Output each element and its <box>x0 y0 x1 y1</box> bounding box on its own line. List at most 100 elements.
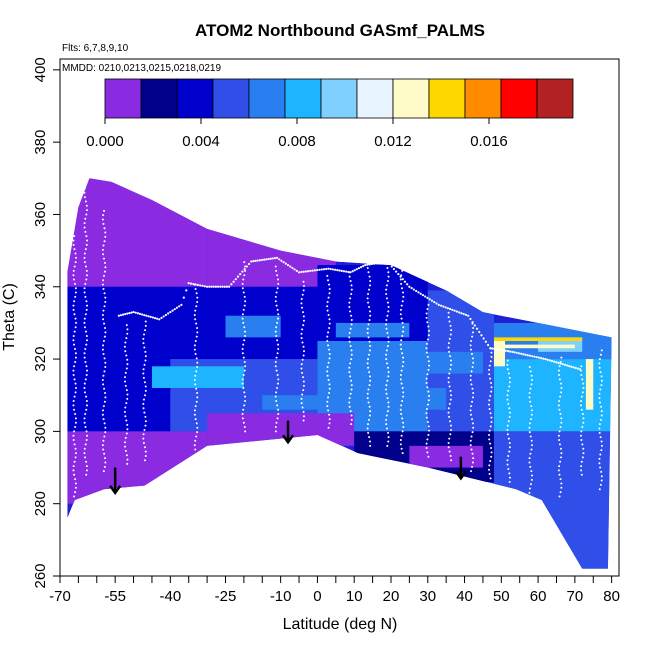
trace-point <box>156 317 159 320</box>
heatmap-cell <box>207 228 336 287</box>
profile-point <box>368 375 371 378</box>
profile-point <box>600 470 603 473</box>
profile-point <box>530 374 533 377</box>
profile-point <box>277 408 280 411</box>
profile-point <box>471 366 474 369</box>
profile-point <box>193 413 196 416</box>
trace-point <box>408 285 411 288</box>
profile-point <box>328 348 331 351</box>
profile-point <box>472 326 475 329</box>
trace-point <box>572 366 575 369</box>
dates-annotation: MMDD: 0210,0213,0215,0218,0219 <box>62 63 221 74</box>
profile-point <box>402 360 405 363</box>
profile-point <box>327 379 330 382</box>
profile-point <box>244 400 247 403</box>
profile-point <box>73 365 76 368</box>
profile-point <box>598 462 601 465</box>
x-tick-label: -55 <box>104 588 126 605</box>
x-tick-label: 0 <box>313 588 321 605</box>
profile-point <box>469 374 472 377</box>
profile-point <box>559 360 562 363</box>
profile-point <box>368 340 371 343</box>
profile-point <box>369 379 372 382</box>
trace-point <box>201 284 204 287</box>
trace-point <box>149 315 152 318</box>
trace-point <box>511 350 514 353</box>
flight-profiles <box>72 187 603 498</box>
profile-point <box>425 347 428 350</box>
profile-point <box>277 378 280 381</box>
profile-point <box>508 441 511 444</box>
profile-point <box>242 291 245 294</box>
profile-point <box>241 347 244 350</box>
profile-point <box>72 274 75 277</box>
profile-point <box>144 415 147 418</box>
profile-point <box>104 457 107 460</box>
profile-point <box>350 314 353 317</box>
profile-point <box>327 331 330 334</box>
profile-point <box>243 404 246 407</box>
profile-point <box>507 454 510 457</box>
x-tick-label: 20 <box>383 588 400 605</box>
profile-point <box>328 283 331 286</box>
profile-point <box>86 434 89 437</box>
profile-point <box>274 365 277 368</box>
profile-point <box>598 358 601 361</box>
profile-point <box>528 487 531 490</box>
colorbar-tick-labels: 0.000 0.004 0.008 0.012 0.016 <box>86 118 508 150</box>
profile-point <box>386 397 389 400</box>
trace-point <box>482 337 485 340</box>
profile-point <box>274 360 277 363</box>
profile-point <box>448 402 451 405</box>
profile-point <box>598 488 601 491</box>
trace-point <box>478 330 481 334</box>
heatmap-cell <box>67 431 208 504</box>
profile-point <box>328 422 331 425</box>
trace-point <box>121 313 125 316</box>
profile-point <box>580 373 583 376</box>
profile-point <box>425 407 428 410</box>
profile-point <box>242 278 245 281</box>
trace-point <box>302 270 305 273</box>
profile-point <box>142 372 145 375</box>
profile-point <box>560 482 563 485</box>
profile-point <box>73 313 76 316</box>
profile-point <box>385 423 388 426</box>
profile-point <box>242 343 245 346</box>
profile-point <box>326 405 329 408</box>
profile-point <box>104 331 107 334</box>
profile-point <box>368 310 371 313</box>
profile-point <box>528 396 531 399</box>
profile-point <box>72 469 75 472</box>
colorbar-swatch <box>212 78 250 119</box>
profile-point <box>74 321 77 324</box>
trace-point <box>311 269 314 272</box>
profile-point <box>300 337 303 340</box>
profile-point <box>74 261 77 264</box>
profile-point <box>102 418 105 421</box>
profile-point <box>450 428 453 431</box>
profile-point <box>427 360 430 363</box>
trace-point <box>304 270 307 273</box>
trace-point <box>160 316 163 319</box>
profile-point <box>472 392 475 395</box>
trace-point <box>295 269 298 272</box>
profile-point <box>327 396 330 399</box>
trace-point <box>458 311 461 314</box>
profile-point <box>85 473 88 476</box>
profile-point <box>530 474 533 477</box>
profile-point <box>350 388 353 391</box>
trace-point <box>173 308 176 311</box>
trace-point <box>228 285 231 288</box>
profile-point <box>368 353 371 356</box>
profile-point <box>471 465 474 468</box>
profile-point <box>349 410 352 413</box>
profile-point <box>598 397 601 400</box>
profile-point <box>387 271 390 274</box>
x-tick-label: 10 <box>346 588 363 605</box>
trace-point <box>254 259 257 262</box>
profile-point <box>85 269 88 272</box>
trace-point <box>263 258 266 261</box>
profile-point <box>328 357 331 360</box>
profile-point <box>142 402 145 405</box>
